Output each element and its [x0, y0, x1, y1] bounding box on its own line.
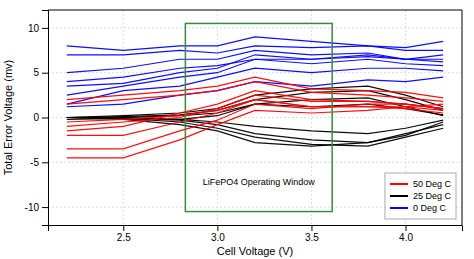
- grid-line-y: [48, 72, 462, 73]
- x-axis-tick: 3.5: [305, 225, 319, 243]
- y-axis-tick-mark: [42, 207, 48, 208]
- series-line: [67, 100, 443, 122]
- y-axis-tick-label: 10: [28, 23, 40, 34]
- grid: [48, 10, 462, 225]
- legend-box: [385, 173, 456, 219]
- x-axis: 2.5 3.0 3.5 4.0: [49, 225, 463, 243]
- series-line: [67, 104, 443, 158]
- x-axis-tick-label: 3.5: [305, 232, 319, 243]
- y-axis-line: [42, 11, 49, 226]
- chart: 2.5 3.0 3.5 4.0 -10 -5 0 5 10 LiFePO4 Operating W…: [0, 0, 474, 259]
- x-axis-tick-mark: [123, 225, 124, 231]
- y-axis-tick-mark: [42, 28, 48, 29]
- x-axis-tick-mark: [217, 225, 218, 231]
- annotation: LiFePO4 Operating Window: [203, 177, 316, 187]
- y-axis-tick-label: -10: [25, 202, 40, 213]
- y-axis-tick: -10: [25, 202, 48, 213]
- x-axis-tick-label: 4.0: [399, 232, 413, 243]
- series-line: [67, 82, 443, 104]
- legend-swatch: [390, 183, 408, 185]
- legend-label: 25 Deg C: [413, 191, 452, 201]
- x-axis-tick-mark: [406, 225, 407, 231]
- y-axis-tick-label: 5: [33, 67, 39, 78]
- grid-line-y: [48, 27, 462, 28]
- x-axis-tick-mark: [311, 225, 312, 231]
- legend: 50 Deg C 25 Deg C 0 Deg C: [385, 173, 456, 219]
- x-axis-title: Cell Voltage (V): [217, 245, 293, 257]
- legend-label: 50 Deg C: [413, 179, 452, 189]
- y-axis-tick: 5: [33, 67, 48, 78]
- x-axis-tick-label: 2.5: [117, 232, 131, 243]
- y-axis-tick: 0: [33, 112, 48, 123]
- series-line: [67, 100, 443, 136]
- series-line: [67, 77, 443, 99]
- frame-top: [48, 10, 462, 11]
- series-line: [67, 118, 443, 134]
- y-axis: -10 -5 0 5 10: [25, 11, 49, 226]
- legend-swatch: [390, 195, 408, 197]
- y-axis-tick-mark: [42, 73, 48, 74]
- y-axis-tick-mark: [42, 162, 48, 163]
- operating-window: [185, 23, 332, 211]
- y-axis-title: Total Error Voltage (mv): [2, 60, 14, 176]
- y-axis-tick: -5: [30, 157, 48, 168]
- x-axis-tick-label: 3.0: [211, 232, 225, 243]
- y-axis-tick-mark: [42, 118, 48, 119]
- y-axis-tick: 10: [28, 23, 48, 34]
- frame-right: [462, 10, 463, 225]
- plot: 2.5 3.0 3.5 4.0 -10 -5 0 5 10 LiFePO4 Operating W…: [25, 10, 463, 243]
- x-axis-line: [49, 226, 463, 232]
- x-axis-tick: 3.0: [211, 225, 225, 243]
- x-axis-tick: 4.0: [399, 225, 413, 243]
- series-line: [67, 68, 443, 104]
- y-axis-tick-label: 0: [33, 112, 39, 123]
- grid-line-x: [311, 10, 312, 225]
- grid-line-y: [48, 162, 462, 163]
- y-axis-tick-label: -5: [30, 157, 39, 168]
- x-axis-tick: 2.5: [117, 225, 131, 243]
- legend-swatch: [390, 207, 408, 209]
- legend-label: 0 Deg C: [413, 203, 447, 213]
